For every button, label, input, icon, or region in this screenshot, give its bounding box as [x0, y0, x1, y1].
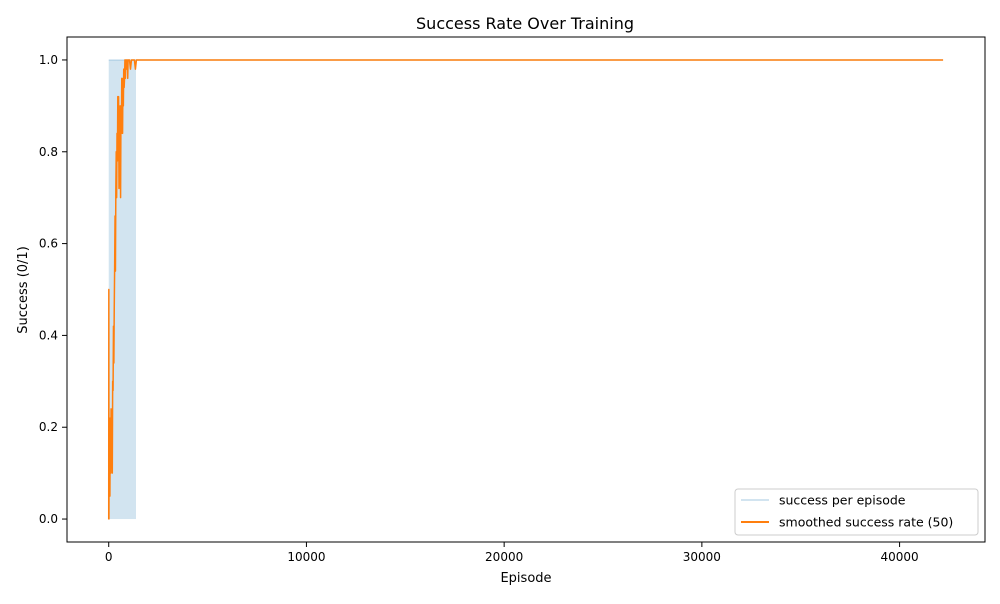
- x-axis-label: Episode: [500, 571, 551, 586]
- y-tick-label: 0.8: [39, 145, 58, 159]
- x-tick-label: 0: [105, 550, 113, 564]
- legend-box: [734, 488, 979, 536]
- x-tick-label: 30000: [683, 550, 721, 564]
- plot-area: [107, 59, 944, 520]
- x-tick-label: 20000: [485, 550, 523, 564]
- legend-label: smoothed success rate (50): [779, 515, 953, 530]
- y-tick-label: 1.0: [39, 53, 58, 67]
- y-tick-label: 0.2: [39, 420, 58, 434]
- y-tick-label: 0.0: [39, 512, 58, 526]
- chart-title: Success Rate Over Training: [416, 14, 634, 33]
- series-success-per-episode-fill: [108, 59, 137, 520]
- legend: success per episode smoothed success rate…: [734, 488, 979, 536]
- legend-label: success per episode: [779, 493, 906, 508]
- y-tick-label: 0.6: [39, 237, 58, 251]
- x-tick-label: 10000: [287, 550, 325, 564]
- y-axis-label: Success (0/1): [16, 246, 31, 334]
- x-tick-label: 40000: [880, 550, 918, 564]
- y-tick-label: 0.4: [39, 328, 58, 342]
- y-axis: 0.0 0.2 0.4 0.6 0.8 1.0: [39, 53, 67, 526]
- series-smoothed-success-rate-line: [107, 59, 944, 520]
- plot-frame: [66, 36, 986, 543]
- x-axis: 0 10000 20000 30000 40000: [105, 542, 919, 564]
